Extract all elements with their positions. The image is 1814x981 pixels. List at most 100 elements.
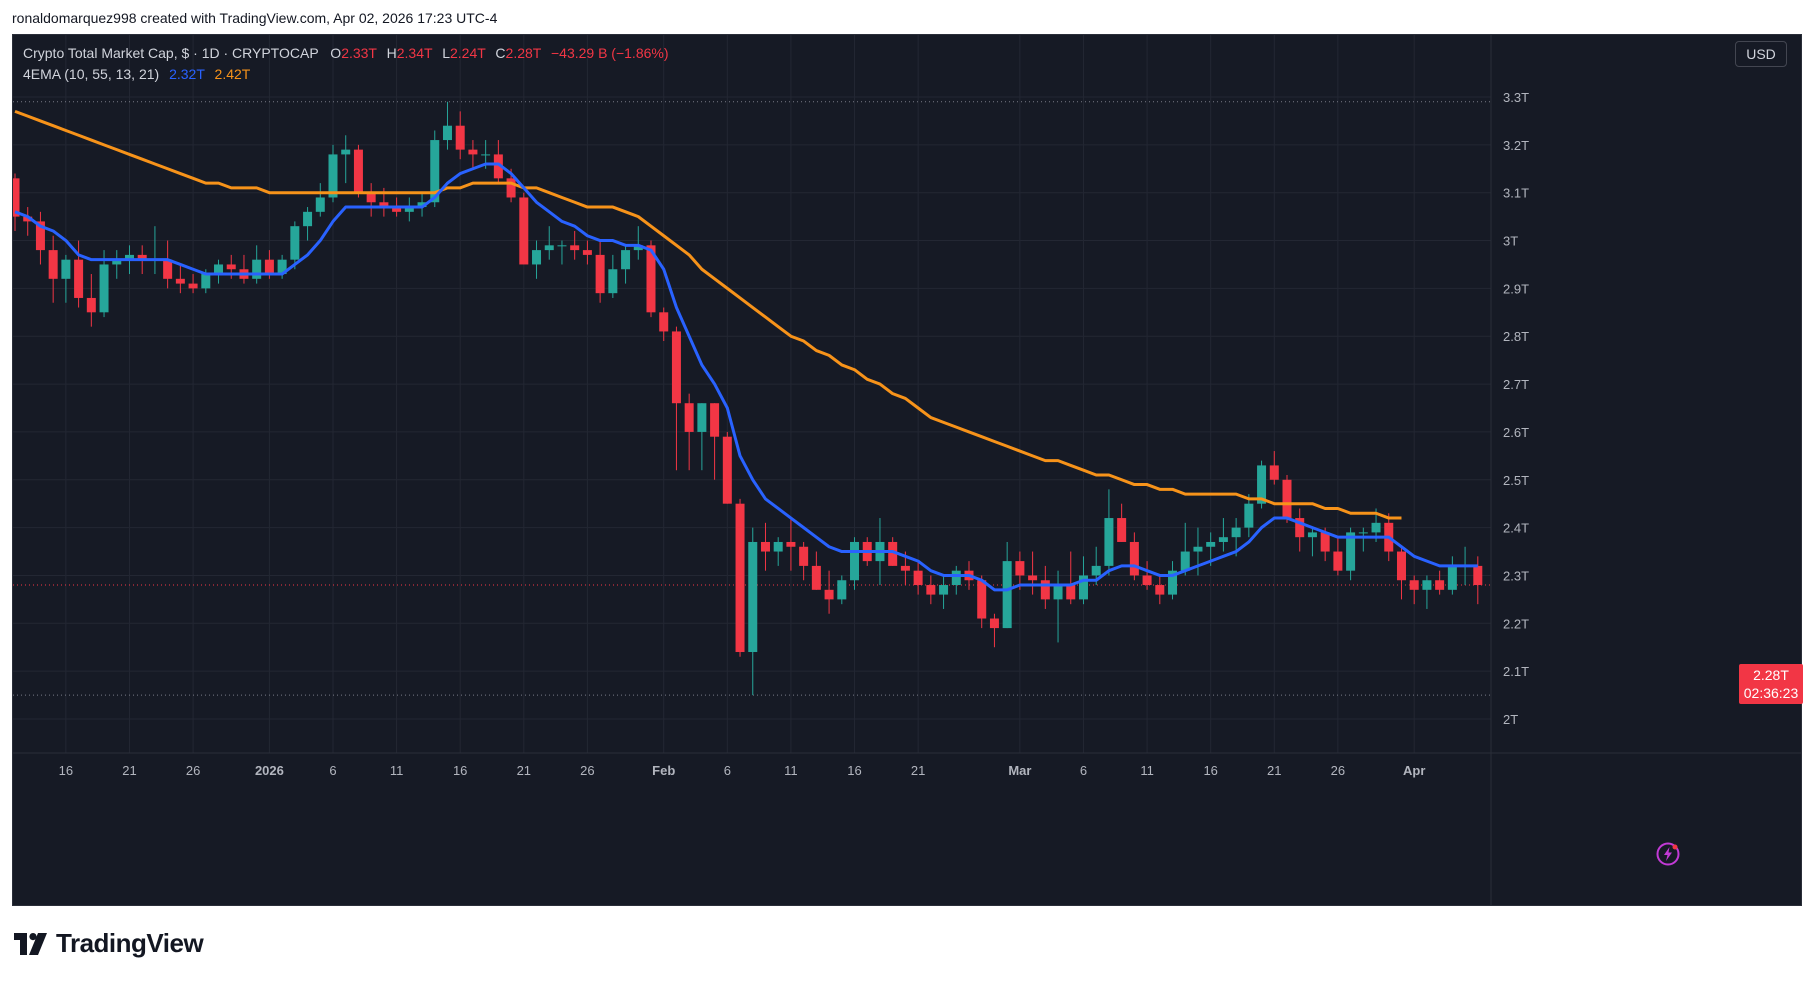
y-tick-label: 2.7T — [1503, 377, 1529, 392]
candle-down — [137, 254, 147, 260]
indicator-label[interactable]: 4EMA (10, 55, 13, 21) — [23, 66, 160, 82]
candle-down — [13, 178, 20, 217]
open-value: 2.33T — [341, 45, 377, 61]
x-tick-label: 2026 — [255, 763, 284, 778]
candle-up — [430, 140, 440, 203]
candle-down — [735, 503, 745, 653]
x-tick-label: 6 — [1080, 763, 1087, 778]
candle-up — [939, 585, 949, 595]
x-tick-label: 11 — [1140, 763, 1154, 778]
candle-up — [1231, 527, 1241, 538]
ema-slow-line — [14, 109, 1402, 520]
x-tick-label: 16 — [1203, 763, 1217, 778]
candle-down — [1028, 575, 1038, 581]
candle-up — [773, 541, 783, 552]
candle-up — [277, 259, 287, 275]
candle-up — [748, 541, 758, 653]
candle-up — [1218, 537, 1228, 542]
candle-down — [671, 331, 681, 404]
currency-button[interactable]: USD — [1735, 41, 1787, 67]
candle-down — [1155, 585, 1165, 595]
candle-down — [1015, 561, 1025, 576]
y-tick-label: 2T — [1503, 712, 1518, 727]
candle-up — [201, 274, 211, 289]
candle-up — [290, 226, 300, 260]
candle-up — [1104, 518, 1114, 566]
candle-down — [900, 565, 910, 571]
y-tick-label: 3.3T — [1503, 90, 1529, 105]
candle-down — [888, 541, 898, 566]
x-tick-label: 11 — [390, 763, 404, 778]
candle-up — [328, 154, 338, 198]
candle-down — [1396, 551, 1406, 581]
candle-up — [850, 541, 860, 581]
tradingview-logo[interactable]: TradingView — [14, 928, 204, 959]
candle-up — [1244, 503, 1254, 528]
candle-down — [760, 541, 770, 552]
candle-down — [1129, 541, 1139, 576]
x-tick-label: Apr — [1403, 763, 1425, 778]
y-tick-label: 2.4T — [1503, 521, 1529, 536]
symbol-label[interactable]: Crypto Total Market Cap, $ · 1D · CRYPTO… — [23, 45, 319, 61]
candle-up — [837, 580, 847, 600]
candle-down — [175, 278, 185, 284]
candle-down — [824, 589, 834, 600]
candle-down — [570, 245, 580, 251]
candle-down — [226, 264, 236, 270]
price-chart[interactable]: 3.3T 3.2T 3.1T 3T 2.9T 2.8T 2.7T 2.6T 2.5T 2.4T 2.… — [13, 35, 1801, 905]
candle-up — [341, 149, 351, 155]
candle-up — [1257, 465, 1267, 504]
x-tick-label: 21 — [911, 763, 925, 778]
candle-down — [74, 259, 84, 298]
candle-up — [481, 154, 491, 156]
candle-up — [315, 197, 325, 212]
candle-down — [163, 259, 173, 279]
chart-credit: ronaldomarquez998 created with TradingVi… — [12, 10, 498, 26]
candle-down — [1117, 518, 1127, 542]
x-tick-label: Mar — [1008, 763, 1031, 778]
candle-down — [926, 585, 936, 595]
tradingview-logo-icon — [14, 932, 47, 955]
high-label: H — [386, 45, 397, 61]
ema-slow-value: 2.42T — [214, 66, 251, 82]
change-value: −43.29 B (−1.86%) — [550, 45, 669, 61]
x-tick-label: 6 — [724, 763, 731, 778]
candle-up — [442, 125, 452, 141]
y-tick-label: 2.8T — [1503, 329, 1529, 344]
x-tick-label: 16 — [847, 763, 861, 778]
candle-up — [303, 211, 313, 227]
candle-down — [786, 541, 796, 547]
x-tick-label: 26 — [580, 763, 594, 778]
x-tick-label: 6 — [329, 763, 336, 778]
candle-up — [557, 245, 567, 247]
candle-down — [646, 245, 656, 313]
candle-up — [404, 207, 414, 212]
last-price-value: 2.28T — [1753, 667, 1789, 683]
candle-down — [582, 250, 592, 255]
candle-down — [468, 149, 478, 155]
candle-up — [112, 259, 122, 265]
candle-down — [1333, 551, 1343, 571]
x-tick-label: 26 — [186, 763, 200, 778]
x-tick-label: 21 — [517, 763, 531, 778]
grid-lines — [13, 35, 1491, 753]
ema-fast-value: 2.32T — [169, 66, 205, 82]
candle-up — [621, 250, 631, 270]
candle-down — [1269, 465, 1279, 480]
candle-up — [1307, 532, 1317, 538]
chart-panel[interactable]: 3.3T 3.2T 3.1T 3T 2.9T 2.8T 2.7T 2.6T 2.5T 2.4T 2.… — [12, 34, 1803, 906]
candle-down — [519, 197, 529, 265]
candle-up — [1206, 541, 1216, 547]
candle-up — [252, 259, 262, 279]
x-tick-label: 21 — [1267, 763, 1281, 778]
candle-up — [1358, 532, 1368, 534]
open-label: O — [330, 45, 342, 61]
x-tick-label: 21 — [122, 763, 136, 778]
lightning-icon[interactable] — [1655, 841, 1681, 867]
candle-up — [1180, 551, 1190, 571]
candle-down — [595, 254, 605, 294]
candle-down — [23, 216, 33, 222]
low-value: 2.24T — [449, 45, 486, 61]
candle-down — [353, 149, 363, 193]
candle-down — [989, 618, 999, 629]
